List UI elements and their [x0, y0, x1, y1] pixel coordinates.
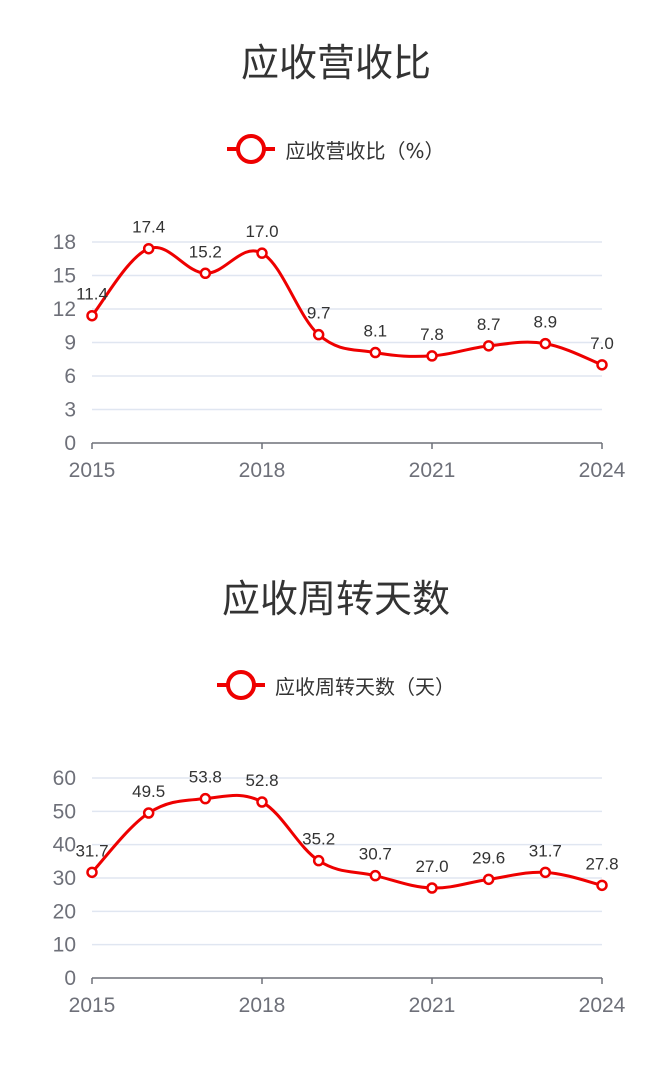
- data-label: 17.0: [245, 222, 278, 241]
- x-tick-label: 2015: [69, 994, 116, 1017]
- legend-label: 应收营收比（%）: [285, 138, 445, 163]
- data-point[interactable]: [86, 866, 98, 879]
- chart-receivable-revenue-ratio: 应收营收比 应收营收比（%） 0 3 6 9 12 15 18 2015 2018 2021 202…: [0, 0, 672, 530]
- y-tick-label: 12: [53, 298, 76, 321]
- legend-label: 应收周转天数（天）: [275, 674, 455, 699]
- chart-receivable-turnover-days: 应收周转天数 应收周转天数（天） 0 10 20 30 40 50 60 2015 2018 20…: [0, 540, 672, 1066]
- data-point[interactable]: [86, 309, 98, 322]
- plot-area: 0 10 20 30 40 50 60 2015 2018 2021 2024 31.7 49.5 53.…: [53, 767, 626, 1017]
- data-label: 27.8: [585, 854, 618, 873]
- data-point[interactable]: [596, 359, 608, 371]
- chart-title: 应收周转天数: [221, 577, 450, 621]
- data-label: 17.4: [132, 218, 165, 237]
- legend-line-marker-icon: [227, 134, 276, 164]
- y-tick-label: 3: [64, 399, 76, 422]
- data-label: 9.7: [307, 304, 331, 323]
- legend[interactable]: 应收营收比（%）: [0, 132, 672, 166]
- data-label: 8.9: [534, 313, 558, 332]
- data-point[interactable]: [199, 267, 212, 280]
- data-point[interactable]: [539, 337, 552, 350]
- data-label: 27.0: [415, 857, 448, 876]
- y-tick-label: 0: [64, 432, 76, 455]
- plot-area: 0 3 6 9 12 15 18 2015 2018 2021 2024 11.4 17.4 15.2 17…: [53, 218, 626, 482]
- data-point[interactable]: [142, 242, 155, 255]
- y-tick-label: 20: [53, 900, 76, 923]
- legend-line-marker-icon: [217, 670, 265, 700]
- data-label: 7.8: [420, 325, 444, 344]
- x-tick-label: 2015: [69, 459, 116, 482]
- x-tick-label: 2024: [579, 459, 626, 482]
- data-label: 35.2: [302, 830, 335, 849]
- y-tick-label: 15: [53, 265, 76, 288]
- y-tick-label: 9: [64, 332, 76, 355]
- y-tick-label: 6: [64, 365, 76, 388]
- y-tick-label: 0: [64, 967, 76, 990]
- data-point[interactable]: [312, 328, 325, 341]
- legend[interactable]: 应收周转天数（天）: [0, 668, 672, 702]
- y-tick-label: 50: [53, 800, 76, 823]
- data-point[interactable]: [426, 882, 438, 894]
- data-point[interactable]: [482, 873, 495, 886]
- data-point[interactable]: [256, 247, 268, 259]
- y-tick-label: 40: [53, 834, 76, 857]
- y-tick-label: 10: [53, 934, 76, 957]
- data-point[interactable]: [199, 792, 212, 805]
- data-point[interactable]: [256, 796, 268, 808]
- data-label: 29.6: [472, 848, 505, 867]
- x-tick-label: 2018: [239, 459, 286, 482]
- data-point[interactable]: [482, 340, 495, 352]
- x-tick-label: 2018: [239, 994, 286, 1017]
- data-point[interactable]: [539, 866, 552, 879]
- data-label: 11.4: [76, 285, 108, 304]
- data-label: 15.2: [189, 242, 222, 261]
- data-label: 8.7: [477, 315, 501, 334]
- series-line: [90, 246, 603, 367]
- data-point[interactable]: [426, 350, 438, 362]
- x-tick-label: 2021: [409, 459, 456, 482]
- data-label: 49.5: [132, 782, 165, 801]
- data-label: 52.8: [245, 771, 278, 790]
- series-line: [90, 793, 603, 890]
- data-point[interactable]: [142, 807, 155, 819]
- x-tick-label: 2021: [409, 994, 456, 1017]
- y-tick-label: 18: [53, 231, 76, 254]
- data-label: 7.0: [590, 334, 614, 353]
- data-point[interactable]: [369, 346, 382, 359]
- data-point[interactable]: [312, 854, 325, 867]
- data-label: 30.7: [359, 845, 392, 864]
- data-label: 31.7: [75, 841, 108, 860]
- data-label: 53.8: [189, 768, 222, 787]
- data-label: 31.7: [529, 841, 562, 860]
- x-tick-label: 2024: [579, 994, 626, 1017]
- y-tick-label: 30: [53, 867, 76, 890]
- data-point[interactable]: [369, 869, 382, 882]
- data-point[interactable]: [596, 879, 608, 892]
- chart-title: 应收营收比: [240, 41, 431, 85]
- data-label: 8.1: [364, 322, 388, 341]
- y-tick-label: 60: [53, 767, 76, 790]
